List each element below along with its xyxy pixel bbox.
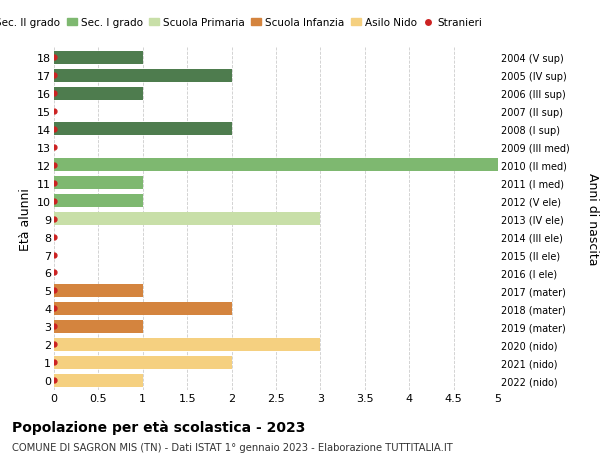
Y-axis label: Età alunni: Età alunni xyxy=(19,188,32,251)
Bar xyxy=(54,51,143,64)
Bar xyxy=(54,374,143,387)
Y-axis label: Anni di nascita: Anni di nascita xyxy=(586,173,599,265)
Text: Popolazione per età scolastica - 2023: Popolazione per età scolastica - 2023 xyxy=(12,420,305,435)
Bar xyxy=(54,123,232,136)
Bar xyxy=(54,213,320,226)
Bar xyxy=(54,284,143,297)
Bar xyxy=(54,159,498,172)
Text: COMUNE DI SAGRON MIS (TN) - Dati ISTAT 1° gennaio 2023 - Elaborazione TUTTITALIA: COMUNE DI SAGRON MIS (TN) - Dati ISTAT 1… xyxy=(12,442,453,452)
Bar xyxy=(54,302,232,315)
Bar xyxy=(54,69,232,82)
Bar xyxy=(54,356,232,369)
Bar xyxy=(54,320,143,333)
Bar xyxy=(54,87,143,101)
Legend: Sec. II grado, Sec. I grado, Scuola Primaria, Scuola Infanzia, Asilo Nido, Stran: Sec. II grado, Sec. I grado, Scuola Prim… xyxy=(0,14,486,33)
Bar xyxy=(54,177,143,190)
Bar xyxy=(54,338,320,351)
Bar xyxy=(54,195,143,208)
